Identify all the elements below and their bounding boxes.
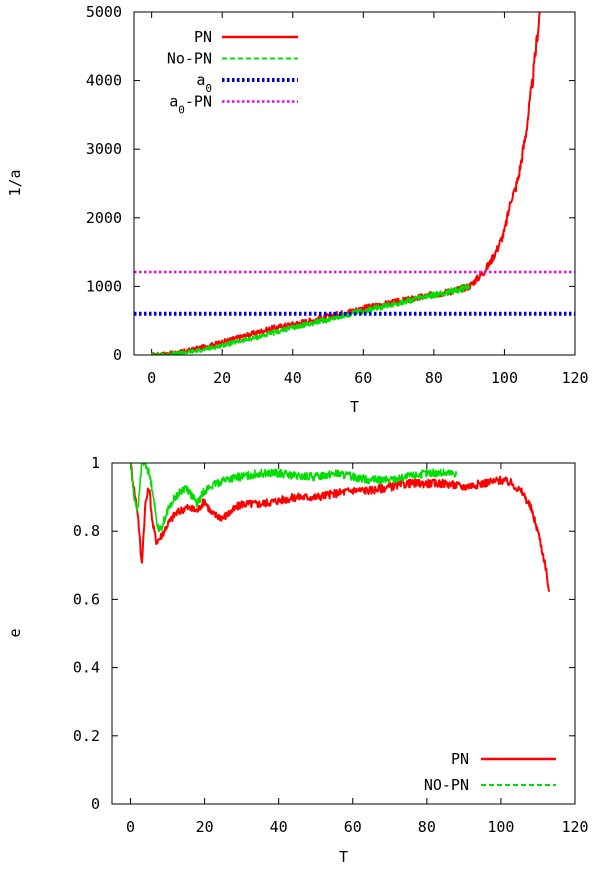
plot-area (129, 463, 551, 592)
y-tick-label: 1 (91, 454, 100, 472)
legend: PN NO-PN (424, 750, 556, 794)
legend-label: PN (451, 750, 469, 768)
x-tick-label: 0 (147, 369, 156, 387)
series-line-no-pn (129, 463, 458, 533)
legend-label: No-PN (167, 50, 212, 68)
plot-frame (111, 462, 576, 805)
x-tick-label: 120 (561, 369, 588, 387)
x-axis-label: T (339, 848, 348, 866)
y-tick-label: 4000 (86, 72, 122, 90)
x-tick-label: 20 (213, 369, 231, 387)
series-line-pn (129, 463, 551, 592)
x-tick-label: 80 (418, 818, 436, 836)
y-axis-label: e (6, 628, 24, 637)
x-tick-label: 20 (196, 818, 214, 836)
plot-area (134, 12, 575, 355)
y-tick-label: 0.6 (73, 590, 100, 608)
series-line-no-pn (151, 283, 470, 355)
y-tick-label: 2000 (86, 209, 122, 227)
x-tick-label: 100 (487, 818, 514, 836)
y-tick-label: 0.8 (73, 522, 100, 540)
x-tick-label: 40 (270, 818, 288, 836)
y-tick-label: 0 (113, 346, 122, 364)
x-tick-label: 120 (561, 818, 588, 836)
chart-inverse-semimajor-axis: 0 20 40 60 80 100 120 0 1000 2000 3000 4000 5000 T 1/a… (6, 3, 589, 416)
y-tick-label: 5000 (86, 3, 122, 21)
legend-label: PN (194, 28, 212, 46)
y-tick-label: 0.2 (73, 727, 100, 745)
y-tick-label: 0 (91, 795, 100, 813)
y-tick-label: 1000 (86, 277, 122, 295)
x-tick-label: 60 (344, 818, 362, 836)
x-tick-label: 80 (425, 369, 443, 387)
x-tick-label: 40 (284, 369, 302, 387)
chart-eccentricity: 0 20 40 60 80 100 120 0 0.2 0.4 0.6 0.8 1 Te PN NO-PN (6, 454, 589, 866)
legend-label: a0-PN (169, 93, 212, 117)
plot-frame (133, 11, 576, 356)
y-axis-label: 1/a (6, 169, 24, 196)
x-tick-label: 60 (354, 369, 372, 387)
x-tick-label: 0 (126, 818, 135, 836)
x-tick-label: 100 (491, 369, 518, 387)
y-tick-label: 0.4 (73, 659, 100, 677)
legend-label: a0 (196, 71, 212, 95)
x-axis-label: T (350, 398, 359, 416)
y-tick-label: 3000 (86, 140, 122, 158)
legend-label: NO-PN (424, 776, 469, 794)
